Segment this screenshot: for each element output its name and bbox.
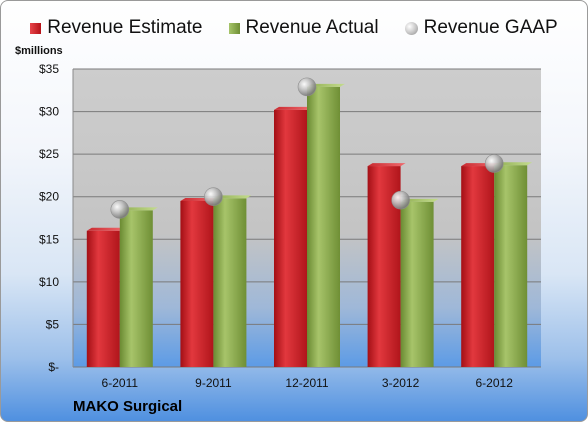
y-tick-label: $20 (39, 190, 59, 204)
x-tick-label: 6-2011 (102, 376, 139, 390)
bar-revenue-actual (119, 210, 153, 367)
marker-revenue-gaap (484, 154, 504, 173)
bar-top-revenue-actual (119, 207, 158, 211)
legend: Revenue Estimate Revenue Actual Revenue … (1, 17, 587, 39)
legend-item-estimate: Revenue Estimate (30, 17, 203, 39)
legend-label-actual: Revenue Actual (245, 17, 379, 38)
legend-item-gaap: Revenue GAAP (404, 17, 558, 39)
bar-revenue-actual (307, 86, 340, 367)
y-tick-label: $5 (46, 317, 60, 331)
legend-item-actual: Revenue Actual (228, 17, 379, 39)
x-tick-label: 6-2012 (476, 376, 514, 390)
bar-top-revenue-actual (307, 83, 345, 87)
y-axis-unit-label: $millions (15, 45, 63, 57)
marker-revenue-gaap (110, 200, 130, 219)
marker-revenue-gaap (204, 187, 223, 207)
y-tick-label: $- (48, 360, 59, 374)
bar-revenue-actual (400, 201, 434, 367)
company-name: MAKO Surgical (73, 398, 183, 415)
bar-top-revenue-estimate (367, 163, 406, 167)
y-tick-label: $35 (39, 62, 59, 76)
legend-label-estimate: Revenue Estimate (47, 17, 203, 38)
y-tick-label: $15 (39, 232, 59, 246)
bar-revenue-actual (213, 198, 247, 367)
bar-top-revenue-actual (400, 198, 439, 202)
marker-revenue-gaap (297, 77, 317, 97)
bar-top-revenue-estimate (86, 227, 125, 231)
x-tick-label: 3-2012 (382, 376, 420, 390)
bar-revenue-estimate (274, 109, 307, 368)
bar-top-revenue-estimate (274, 106, 312, 110)
legend-swatch-estimate (30, 22, 42, 34)
y-tick-label: $10 (39, 275, 59, 289)
marker-revenue-gaap (391, 190, 410, 210)
bar-revenue-actual (494, 165, 528, 367)
legend-label-gaap: Revenue GAAP (423, 17, 558, 38)
x-tick-label: 12-2011 (285, 376, 328, 390)
legend-swatch-gaap (404, 21, 418, 35)
y-tick-label: $25 (39, 147, 59, 161)
bar-revenue-estimate (86, 230, 120, 367)
y-tick-label: $30 (39, 105, 59, 119)
plot-area: $- $5 $10 $15 $20 $25 $30 $35 6-2011 9-2011 12-201… (39, 62, 541, 390)
bar-top-revenue-actual (213, 195, 252, 199)
bar-revenue-estimate (461, 166, 495, 367)
x-tick-label: 9-2011 (195, 376, 232, 390)
legend-swatch-actual (228, 22, 240, 34)
bar-revenue-estimate (180, 200, 214, 367)
bar-top-revenue-actual (494, 162, 533, 166)
